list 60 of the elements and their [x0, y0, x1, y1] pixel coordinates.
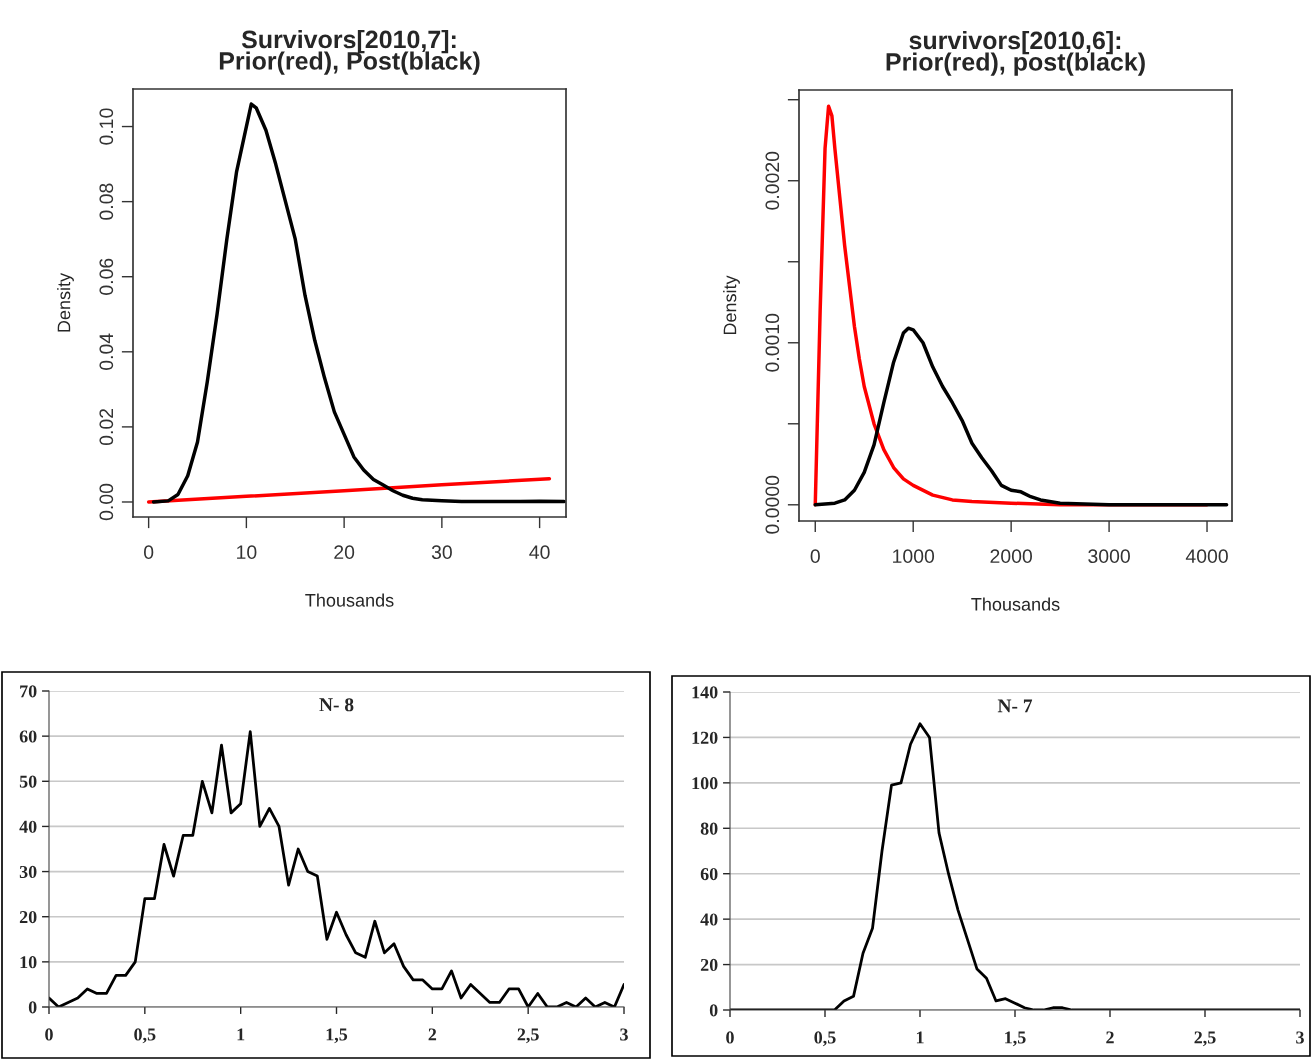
x-tick-label: 0 [45, 1028, 53, 1041]
y-tick-label: 0 [709, 1004, 718, 1017]
y-tick-label: 0.0000 [765, 475, 780, 534]
x-tick-label: 40 [529, 545, 550, 560]
y-tick-label: 50 [19, 775, 37, 788]
chart-title: N- 8 [319, 698, 354, 712]
chart-title: N- 7 [997, 699, 1033, 713]
chart-title: survivors[2010,6]: Prior(red), post(black) [886, 30, 1145, 76]
y-tick-label: 40 [700, 913, 718, 926]
line-series [151, 102, 566, 504]
x-tick-label: 4000 [1185, 549, 1228, 564]
x-tick-label: 30 [431, 545, 452, 560]
x-tick-label: 2000 [990, 549, 1033, 564]
x-tick-label: 1 [916, 1031, 924, 1044]
y-tick-label: 70 [20, 685, 37, 698]
y-tick-label: 0.00 [99, 483, 114, 521]
x-axis-title: Thousands [971, 597, 1060, 611]
line-series [146, 476, 552, 504]
x-tick-label: 0 [143, 545, 154, 560]
y-tick-label: 0.04 [99, 333, 114, 370]
y-tick-label: 100 [692, 777, 718, 790]
y-tick-label: 60 [19, 730, 37, 743]
x-tick-label: 1,5 [1005, 1031, 1026, 1047]
y-tick-label: 0.10 [99, 108, 114, 145]
x-tick-label: 2 [1106, 1031, 1114, 1044]
y-tick-label: 0.08 [99, 183, 114, 220]
chart-title: Survivors[2010,7]: Prior(red), Post(black) [219, 29, 480, 75]
x-axis-title: Thousands [305, 593, 394, 607]
line-series [813, 326, 1229, 507]
y-tick-label: 0.02 [99, 408, 114, 446]
x-tick-label: 2,5 [517, 1028, 539, 1044]
x-tick-label: 3000 [1088, 549, 1130, 564]
y-tick-label: 0 [28, 1001, 37, 1014]
x-tick-label: 0 [810, 549, 820, 564]
x-tick-label: 2,5 [1194, 1031, 1216, 1047]
x-tick-label: 0,5 [134, 1028, 156, 1044]
x-tick-label: 1 [237, 1028, 245, 1041]
y-axis-title: Density [57, 272, 74, 332]
x-tick-label: 0,5 [814, 1031, 836, 1047]
y-tick-label: 60 [700, 867, 718, 881]
x-tick-label: 0 [726, 1031, 734, 1044]
y-tick-label: 0.06 [99, 258, 114, 295]
x-tick-label: 1,5 [326, 1028, 348, 1044]
x-tick-label: 2 [428, 1028, 437, 1041]
y-tick-label: 140 [692, 686, 718, 699]
y-tick-label: 30 [19, 865, 37, 879]
x-tick-label: 20 [334, 545, 355, 560]
y-tick-label: 10 [20, 956, 37, 969]
y-tick-label: 0.0010 [765, 313, 780, 372]
y-tick-label: 120 [692, 731, 718, 744]
x-tick-label: 3 [1296, 1031, 1304, 1044]
y-tick-label: 20 [700, 958, 718, 972]
x-tick-label: 1000 [893, 549, 935, 564]
y-tick-label: 20 [19, 910, 37, 924]
y-axis-title: Density [723, 275, 740, 335]
y-tick-label: 80 [700, 822, 718, 835]
x-tick-label: 3 [620, 1028, 628, 1041]
x-tick-label: 10 [237, 545, 257, 560]
y-tick-label: 0.0020 [765, 151, 780, 210]
y-tick-label: 40 [19, 820, 37, 833]
